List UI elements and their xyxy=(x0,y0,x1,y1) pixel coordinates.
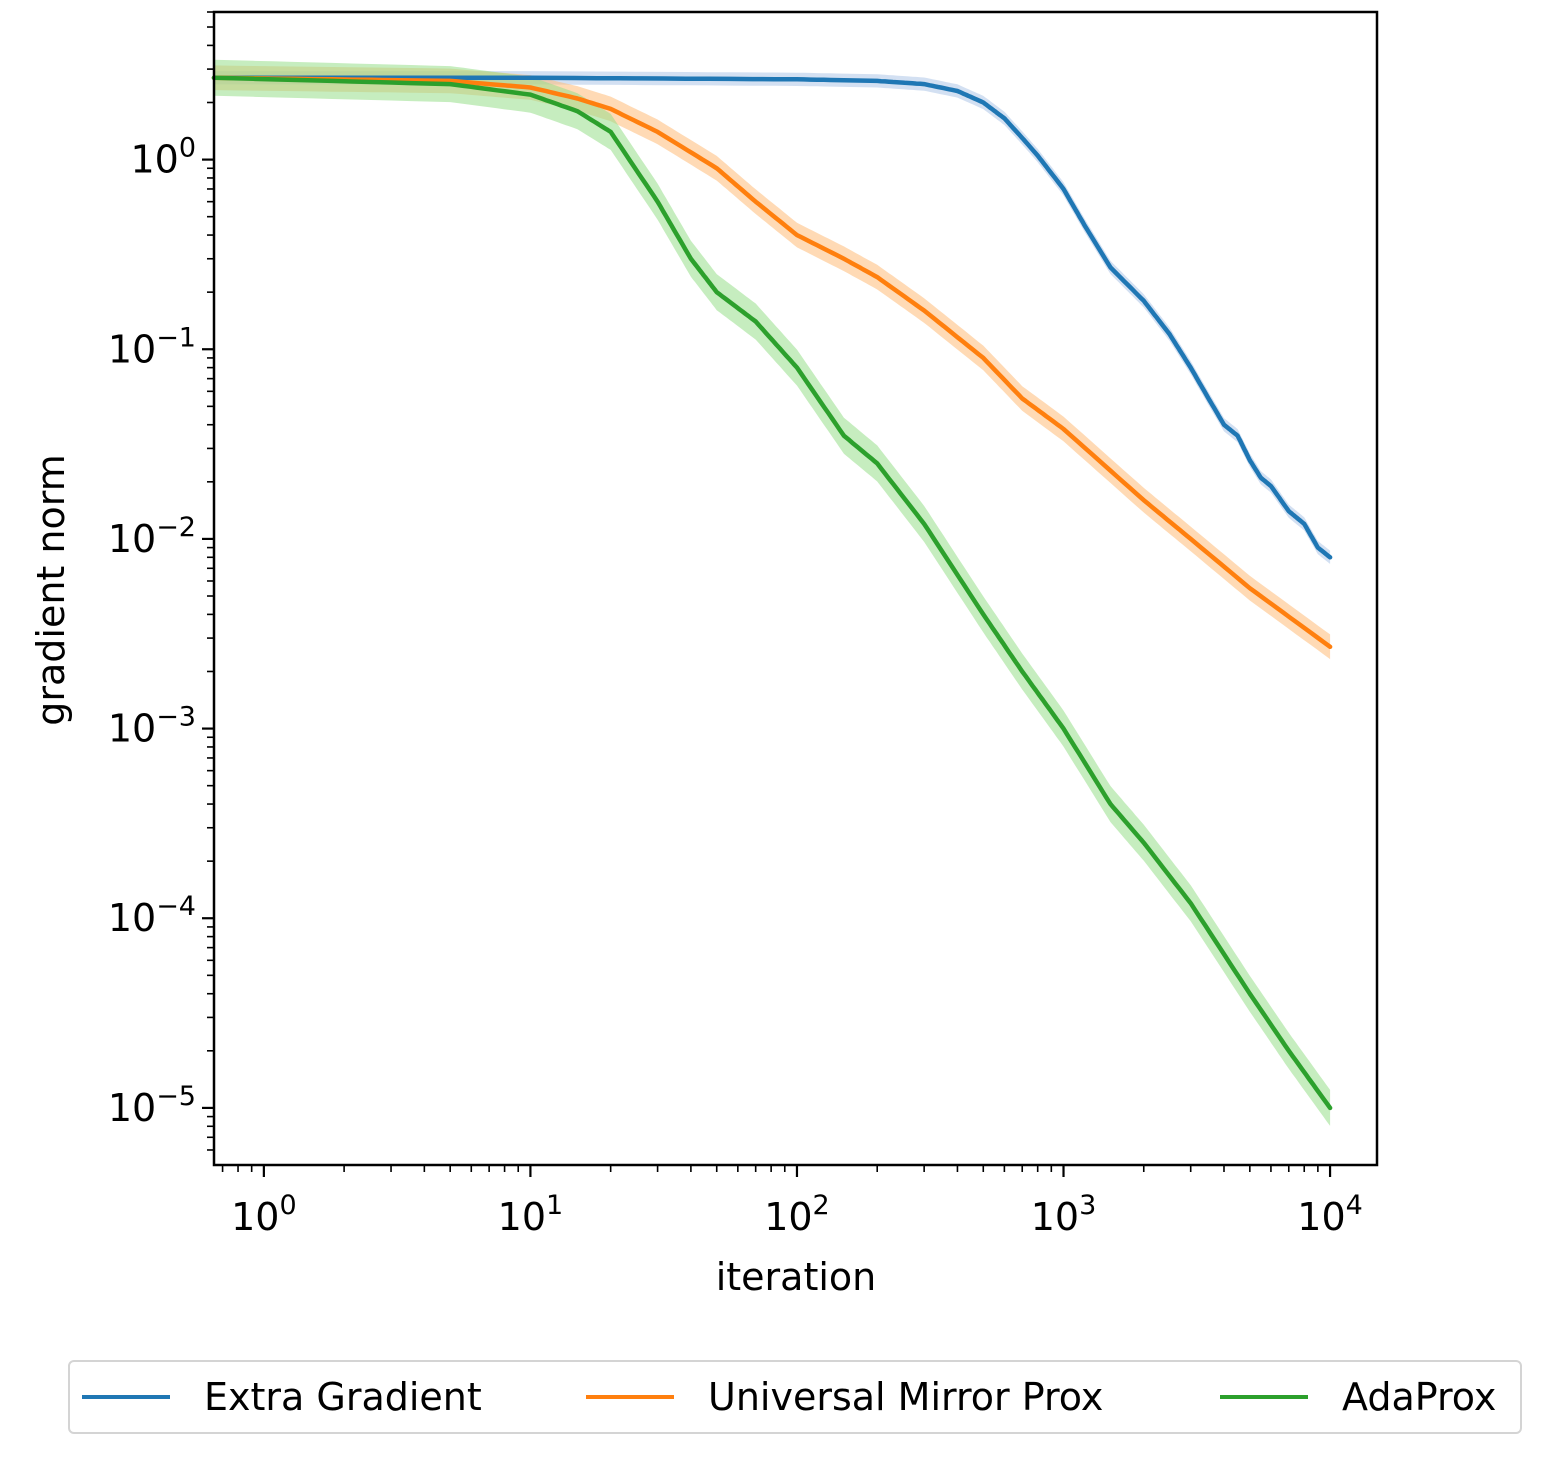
series-line-extra-gradient xyxy=(211,75,1333,560)
series-line-adaprox xyxy=(211,75,1333,1111)
legend-label: Extra Gradient xyxy=(204,1375,482,1419)
legend-swatch-universal-mirror-prox xyxy=(586,1395,674,1399)
x-tick-label: 104 xyxy=(1297,1190,1363,1239)
band-extra-gradient xyxy=(214,71,1331,564)
y-tick-label: 10−5 xyxy=(108,1081,196,1130)
y-tick-label: 10−3 xyxy=(108,702,196,751)
y-tick-label: 10−2 xyxy=(108,512,196,561)
legend-label: AdaProx xyxy=(1342,1375,1497,1419)
x-tick-label: 102 xyxy=(764,1190,830,1239)
legend-label: Universal Mirror Prox xyxy=(708,1375,1104,1419)
y-axis-ticks: 100 10−1 10−2 10−3 10−4 10−5 xyxy=(108,11,214,1151)
band-universal-mirror-prox xyxy=(214,65,1331,660)
legend-item-universal-mirror-prox: Universal Mirror Prox xyxy=(586,1362,1103,1432)
axes-frame xyxy=(212,10,1379,1167)
x-tick-label: 103 xyxy=(1031,1190,1097,1239)
x-tick-label: 101 xyxy=(498,1190,564,1239)
y-axis-label: gradient norm xyxy=(29,454,73,725)
legend-item-adaprox: AdaProx xyxy=(1220,1362,1496,1432)
y-tick-label: 10−4 xyxy=(108,891,196,940)
series-line-universal-mirror-prox xyxy=(211,75,1333,650)
legend-swatch-adaprox xyxy=(1220,1395,1308,1399)
legend: Extra Gradient Universal Mirror Prox Ada… xyxy=(68,1360,1522,1434)
y-tick-label: 100 xyxy=(130,133,196,182)
legend-item-extra-gradient: Extra Gradient xyxy=(82,1362,482,1432)
legend-swatch-extra-gradient xyxy=(82,1395,170,1399)
x-axis-ticks: 100 101 102 103 104 xyxy=(221,1165,1363,1239)
series-lines xyxy=(211,75,1333,1111)
confidence-bands xyxy=(214,59,1331,1126)
y-tick-label: 10−1 xyxy=(108,322,196,371)
x-tick-label: 100 xyxy=(231,1190,297,1239)
x-axis-label: iteration xyxy=(716,1255,877,1299)
